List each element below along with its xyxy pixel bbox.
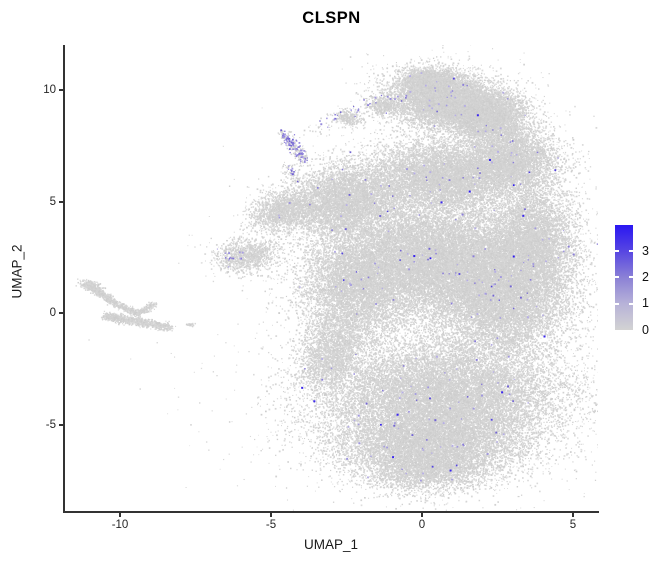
- x-tick-mark: [270, 513, 272, 517]
- expression-colorbar: [615, 225, 633, 330]
- colorbar-tick-notch: [629, 250, 633, 252]
- y-tick-mark: [59, 424, 63, 426]
- x-tick-label: 0: [418, 519, 426, 531]
- y-axis-line: [63, 45, 65, 513]
- x-tick-mark: [119, 513, 121, 517]
- x-axis-title: UMAP_1: [303, 537, 359, 552]
- x-tick-label: 5: [569, 519, 577, 531]
- y-tick-label: 5: [49, 196, 56, 208]
- colorbar-tick-notch: [615, 276, 619, 278]
- x-tick-mark: [421, 513, 423, 517]
- x-tick-mark: [572, 513, 574, 517]
- y-axis-title: UMAP_2: [9, 244, 25, 299]
- y-tick-mark: [59, 312, 63, 314]
- y-tick-mark: [59, 89, 63, 91]
- colorbar-tick-notch: [629, 276, 633, 278]
- y-tick-label: 0: [49, 307, 56, 319]
- umap-scatter-canvas: [65, 45, 598, 512]
- y-tick-label: 10: [43, 84, 56, 96]
- y-tick-label: -5: [45, 419, 56, 431]
- x-tick-label: -10: [111, 519, 129, 531]
- colorbar-tick-notch: [615, 250, 619, 252]
- colorbar-tick-notch: [629, 303, 633, 305]
- colorbar-label: 1: [642, 296, 649, 310]
- colorbar-label: 2: [642, 270, 649, 284]
- plot-title: CLSPN: [302, 9, 361, 27]
- x-axis-line: [63, 511, 599, 513]
- colorbar-label: 0: [642, 323, 649, 337]
- x-tick-label: -5: [265, 519, 277, 531]
- colorbar-label: 3: [642, 244, 649, 258]
- y-tick-mark: [59, 201, 63, 203]
- colorbar-tick-notch: [615, 303, 619, 305]
